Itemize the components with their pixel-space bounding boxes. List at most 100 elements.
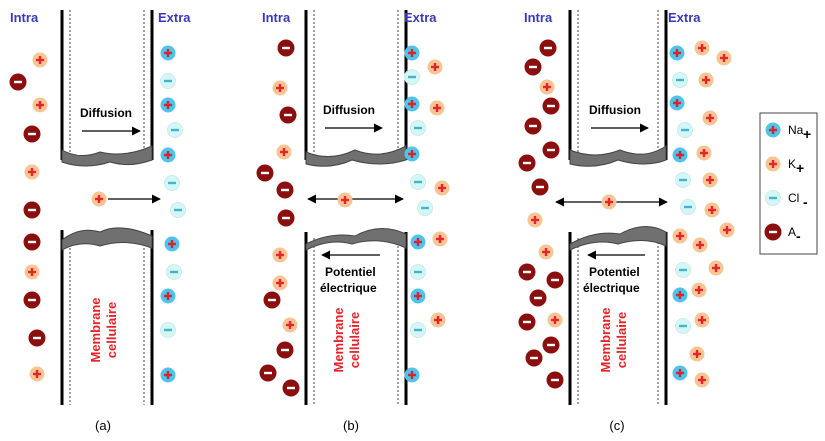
extra-label-b: Extra [404,10,437,25]
k-ion-icon [24,264,40,280]
membrane-a [60,10,154,405]
k-ion-icon [32,97,48,113]
k-ion-icon [276,144,292,160]
cl-ion-icon [164,175,180,191]
k-ion-icon [272,80,288,96]
k-ion-icon [702,172,718,188]
anion-icon [277,39,295,57]
na-ion-icon [160,45,176,61]
k-ion-icon [24,164,40,180]
k-ion-icon [716,50,732,66]
k-ion-icon [694,312,710,328]
legend-name-a: A [788,225,796,239]
anion-icon [539,39,557,57]
diffusion-label-c: Diffusion [589,103,641,117]
legend-item-cl: Cl - [765,190,808,210]
k-ion-icon [601,194,617,210]
anion-icon [263,291,281,309]
intra-label-a: Intra [10,10,39,25]
k-ion-icon [429,100,445,116]
cl-ion-icon [166,264,182,280]
potential-label-c-1: Potentiel [589,265,640,279]
legend-charge-k: + [796,160,804,176]
k-ion-icon [708,260,724,276]
cl-ion-icon [675,172,691,188]
k-ion-icon [689,346,705,362]
na-ion-icon [160,288,176,304]
na-ion-icon [160,147,176,163]
svg-text:cellulaire: cellulaire [347,312,362,368]
ions-layer [9,39,735,397]
k-ion-icon [430,312,446,328]
anion-icon [23,291,41,309]
intra-label-c: Intra [524,10,553,25]
anion-icon [518,313,536,331]
anion-icon [524,58,542,76]
anion-icon [276,181,294,199]
cl-ion-icon [160,322,176,338]
caption-b: (b) [343,418,359,433]
membrane-c [568,10,668,405]
k-ion-icon [694,372,710,388]
anion-icon [23,233,41,251]
anion-icon [256,164,274,182]
anion-icon [764,223,782,241]
cl-ion-icon [672,72,688,88]
na-ion-icon [160,367,176,383]
extra-label-a: Extra [158,10,191,25]
na-ion-icon [672,365,688,381]
anion-icon [542,336,560,354]
cl-ion-icon [765,190,781,206]
k-ion-icon [694,40,710,56]
na-ion-icon [672,287,688,303]
legend-item-k: K + [765,156,804,176]
legend-name-cl: Cl [788,191,799,205]
k-ion-icon [427,59,443,75]
legend-charge-na: + [803,126,811,142]
anion-icon [518,263,536,281]
cl-ion-icon [410,174,426,190]
k-ion-icon [337,192,353,208]
na-ion-icon [404,96,420,112]
potential-label-c-2: électrique [583,281,640,295]
anion-icon [277,209,295,227]
anion-icon [9,73,27,91]
k-ion-icon [702,110,718,126]
anion-icon [23,201,41,219]
na-ion-icon [410,234,426,250]
anion-icon [276,341,294,359]
svg-text:cellulaire: cellulaire [614,312,629,368]
caption-a: (a) [95,418,111,433]
k-ion-icon [538,244,554,260]
svg-text:Membrane: Membrane [88,297,103,362]
na-ion-icon [164,236,180,252]
extra-label-c: Extra [668,10,701,25]
anion-icon [279,106,297,124]
anion-icon [546,271,564,289]
cl-ion-icon [404,69,420,85]
legend: Na +K +Cl -A - [759,112,818,255]
k-ion-icon [282,317,298,333]
anion-icon [542,97,560,115]
anion-icon [524,117,542,135]
cl-ion-icon [680,199,696,215]
membrane-label-c: Membrane cellulaire [598,307,629,372]
anion-icon [542,141,560,159]
svg-text:cellulaire: cellulaire [104,302,119,358]
k-ion-icon [698,72,714,88]
legend-charge-cl: - [803,194,808,210]
k-ion-icon [29,366,45,382]
legend-charge-a: - [796,228,801,244]
membrane-label-a: Membrane cellulaire [88,297,119,362]
legend-item-a: A- [764,223,801,244]
k-ion-icon [692,237,708,253]
legend-item-na: Na + [765,122,811,142]
anion-icon [525,349,543,367]
k-ion-icon [434,180,450,196]
potential-label-b-2: électrique [320,281,377,295]
cl-ion-icon [675,318,691,334]
na-ion-icon [404,45,420,61]
caption-c: (c) [609,418,624,433]
